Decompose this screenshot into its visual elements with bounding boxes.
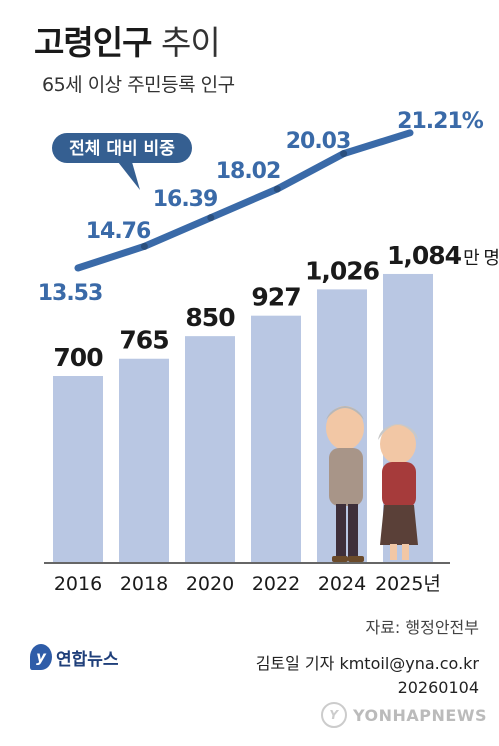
ratio-point bbox=[340, 150, 348, 158]
x-tick-label: 2018 bbox=[120, 573, 168, 595]
grandmother-leg-right bbox=[402, 544, 409, 560]
x-tick-label: 2016 bbox=[54, 573, 102, 595]
yonhap-logo-icon: y bbox=[30, 644, 52, 670]
ratio-value-label: 16.39 bbox=[153, 187, 218, 212]
callout-text: 전체 대비 비중 bbox=[69, 139, 175, 159]
chart-subtitle: 65세 이상 주민등록 인구 bbox=[42, 74, 235, 96]
bar-value-label: 850 bbox=[185, 303, 235, 332]
grandmother-leg-left bbox=[390, 544, 397, 560]
watermark-icon: Y bbox=[321, 702, 347, 728]
callout-pointer bbox=[118, 162, 140, 190]
ratio-callout: 전체 대비 비중 bbox=[52, 133, 192, 190]
bar-2018 bbox=[119, 358, 169, 562]
grandfather-head bbox=[326, 406, 364, 450]
grandmother-cardigan bbox=[382, 462, 416, 508]
ratio-value-label: 13.53 bbox=[38, 281, 103, 306]
ratio-line bbox=[74, 129, 414, 272]
yonhap-logo: y 연합뉴스 bbox=[30, 644, 119, 670]
bar-value-label: 1,026 bbox=[305, 256, 380, 285]
title-bold: 고령인구 bbox=[34, 23, 152, 62]
bar-value-label: 700 bbox=[53, 343, 103, 372]
title-light: 추이 bbox=[160, 23, 221, 62]
ratio-point bbox=[207, 214, 215, 222]
grandmother-skirt bbox=[380, 505, 418, 545]
credit: 김토일 기자 kmtoil@yna.co.kr 20260104 bbox=[256, 652, 479, 700]
x-tick-label: 2025년 bbox=[375, 573, 441, 595]
yonhap-watermark: Y YONHAPNEWS bbox=[321, 702, 487, 728]
bar-value-label: 1,084 만 명 bbox=[387, 241, 499, 270]
grandfather-shoe-right bbox=[348, 556, 364, 562]
ratio-point bbox=[273, 185, 281, 193]
ratio-value-label: 20.03 bbox=[286, 129, 351, 154]
grandfather-sweater bbox=[329, 448, 363, 506]
chart-title: 고령인구 추이 bbox=[34, 16, 221, 64]
ratio-point bbox=[140, 242, 148, 250]
bar-unit-label: 만 명 bbox=[463, 248, 499, 269]
bar-2022 bbox=[251, 315, 301, 562]
x-tick-label: 2020 bbox=[186, 573, 234, 595]
bar-value-label: 765 bbox=[119, 326, 168, 355]
grandmother-hair bbox=[378, 424, 418, 440]
author-credit: 김토일 기자 kmtoil@yna.co.kr bbox=[255, 654, 479, 673]
bar-2020 bbox=[185, 336, 235, 562]
grandfather-shoe-left bbox=[332, 556, 348, 562]
ratio-value-label: 14.76 bbox=[86, 219, 151, 244]
ratio-value-label: 18.02 bbox=[216, 159, 281, 184]
x-axis-ticks: 2016 2018 2020 2022 2024 2025년 bbox=[54, 573, 441, 595]
watermark-text: YONHAPNEWS bbox=[353, 705, 487, 725]
ratio-value-label: 21.21% bbox=[397, 109, 484, 134]
grandmother-head bbox=[380, 424, 416, 464]
grandfather-leg-right bbox=[348, 504, 358, 558]
source-note: 자료: 행정안전부 bbox=[365, 618, 479, 637]
x-tick-label: 2024 bbox=[318, 573, 366, 595]
callout-bubble bbox=[52, 133, 192, 163]
x-tick-label: 2022 bbox=[252, 573, 300, 595]
grandfather-leg-left bbox=[336, 504, 346, 558]
yonhap-logo-text: 연합뉴스 bbox=[56, 649, 119, 670]
grandfather-hair bbox=[326, 406, 364, 420]
publish-date: 20260104 bbox=[397, 678, 479, 697]
elderly-couple-illustration bbox=[326, 406, 418, 562]
bar-value-label: 927 bbox=[251, 283, 300, 312]
bar-2016 bbox=[53, 376, 103, 562]
